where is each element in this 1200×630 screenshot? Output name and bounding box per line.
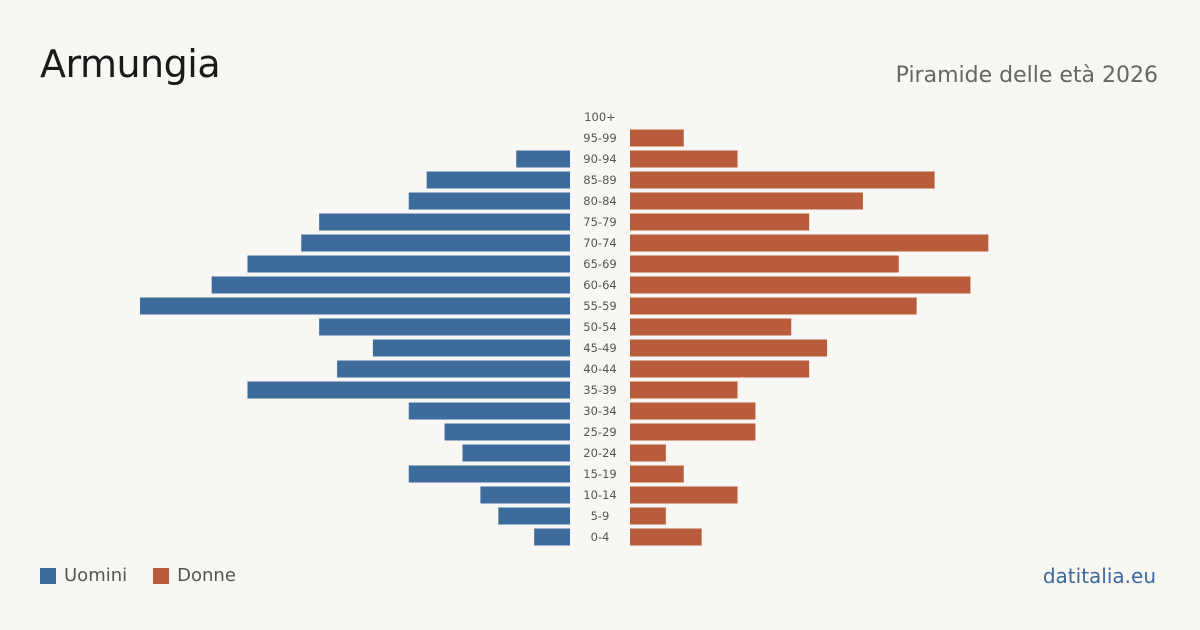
bar-women-95-99 [630, 129, 684, 147]
bar-women-85-89 [630, 171, 935, 189]
bar-women-35-39 [630, 381, 738, 399]
age-tick-label: 70-74 [583, 236, 616, 250]
chart-title: Armungia [40, 42, 221, 86]
age-tick-label: 10-14 [583, 488, 616, 502]
bar-men-0-4 [534, 528, 570, 546]
bar-men-65-69 [247, 255, 570, 273]
bar-women-30-34 [630, 402, 756, 420]
bar-women-20-24 [630, 444, 666, 462]
bar-men-50-54 [319, 318, 570, 336]
bar-men-70-74 [301, 234, 570, 252]
age-tick-label: 85-89 [583, 173, 616, 187]
age-tick-label: 80-84 [583, 194, 616, 208]
bar-men-40-44 [337, 360, 570, 378]
bar-women-5-9 [630, 507, 666, 525]
bar-women-45-49 [630, 339, 828, 357]
age-tick-label: 60-64 [583, 278, 616, 292]
age-tick-label: 65-69 [583, 257, 616, 271]
bar-men-15-19 [408, 465, 570, 483]
bar-women-25-29 [630, 423, 756, 441]
legend-swatch-women [153, 567, 170, 584]
bar-men-85-89 [426, 171, 570, 189]
legend-item-men: Uomini [40, 565, 127, 586]
bar-men-25-29 [444, 423, 570, 441]
bar-men-90-94 [516, 150, 570, 168]
age-tick-label: 5-9 [591, 509, 610, 523]
bar-women-60-64 [630, 276, 971, 294]
age-tick-label: 20-24 [583, 446, 616, 460]
brand-link[interactable]: datitalia.eu [1042, 564, 1156, 588]
bar-women-15-19 [630, 465, 684, 483]
bar-women-65-69 [630, 255, 899, 273]
legend-swatch-men [40, 567, 56, 584]
bar-women-75-79 [630, 213, 810, 231]
age-tick-label: 75-79 [583, 215, 616, 229]
bar-women-55-59 [630, 297, 917, 315]
bar-women-10-14 [630, 486, 738, 504]
bar-men-35-39 [247, 381, 570, 399]
bar-women-40-44 [630, 360, 810, 378]
age-tick-label: 100+ [584, 110, 616, 124]
bar-women-0-4 [630, 528, 702, 546]
bar-men-10-14 [480, 486, 570, 504]
legend-item-women: Donne [153, 565, 236, 586]
age-tick-label: 50-54 [583, 320, 616, 334]
bar-men-80-84 [408, 192, 570, 210]
bar-men-30-34 [408, 402, 570, 420]
age-tick-label: 55-59 [583, 299, 616, 313]
chart-subtitle: Piramide delle età 2026 [895, 63, 1158, 88]
bar-men-45-49 [372, 339, 570, 357]
legend-label-men: Uomini [64, 565, 128, 586]
bar-women-90-94 [630, 150, 738, 168]
legend-label-women: Donne [177, 565, 236, 586]
bar-women-80-84 [630, 192, 863, 210]
age-tick-label: 35-39 [583, 383, 616, 397]
bar-men-60-64 [211, 276, 570, 294]
bar-men-20-24 [462, 444, 570, 462]
bar-women-70-74 [630, 234, 989, 252]
bar-men-55-59 [140, 297, 570, 315]
age-tick-label: 30-34 [583, 404, 616, 418]
age-tick-label: 0-4 [591, 530, 610, 544]
age-tick-label: 90-94 [583, 152, 616, 166]
bar-men-75-79 [319, 213, 570, 231]
age-tick-label: 15-19 [583, 467, 616, 481]
age-tick-label: 40-44 [583, 362, 616, 376]
age-tick-label: 45-49 [583, 341, 616, 355]
age-tick-label: 25-29 [583, 425, 616, 439]
bar-women-50-54 [630, 318, 792, 336]
age-tick-label: 95-99 [583, 131, 616, 145]
bar-men-5-9 [498, 507, 570, 525]
legend: Uomini Donne [40, 565, 262, 586]
